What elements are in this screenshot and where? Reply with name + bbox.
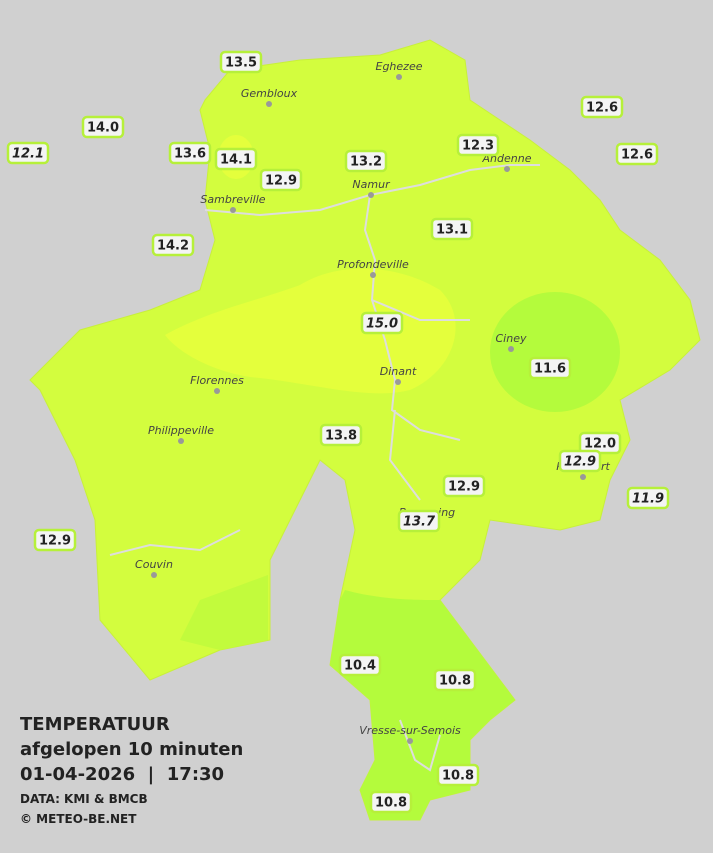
city-dot	[370, 272, 376, 278]
city-label: Philippeville	[148, 424, 214, 437]
city-dot	[395, 379, 401, 385]
station-box	[369, 790, 413, 814]
city-dot	[151, 572, 157, 578]
station-box	[6, 141, 50, 165]
legend-copyright: © METEO-BE.NET	[20, 812, 137, 826]
city-label: Ciney	[496, 332, 527, 345]
city-dot	[230, 207, 236, 213]
station-box	[33, 528, 77, 552]
station-box	[360, 311, 404, 335]
station-layer: 13.5 14.0 12.1 13.6 14.1 12.9 13.2 12.3 12.6 12.6…	[6, 50, 670, 814]
station-box	[528, 356, 572, 380]
station-box	[259, 168, 303, 192]
station-box	[433, 668, 477, 692]
station-value: 15.0	[366, 317, 398, 332]
station-box	[456, 133, 500, 157]
station-value: 10.8	[442, 769, 474, 784]
station-value: 13.5	[225, 56, 257, 71]
station-value: 12.9	[39, 534, 71, 549]
city-dot	[580, 474, 586, 480]
city-dot	[266, 101, 272, 107]
station-box	[219, 50, 263, 74]
station-value: 12.6	[586, 101, 618, 116]
city-label: Vresse-sur-Semois	[359, 724, 461, 737]
station-box	[344, 149, 388, 173]
cool-zone	[330, 590, 515, 820]
city-dot	[178, 438, 184, 444]
station-value: 12.0	[584, 437, 616, 452]
station-value: 13.7	[403, 515, 436, 530]
station-box	[397, 509, 441, 533]
warm-zone	[165, 268, 456, 394]
station-box	[430, 217, 474, 241]
station-box	[81, 115, 125, 139]
legend: TEMPERATUUR afgelopen 10 minuten 01-04-2…	[20, 714, 243, 826]
station-value: 11.6	[534, 362, 566, 377]
station-value: 13.1	[436, 223, 468, 238]
station-value: 12.9	[265, 174, 297, 189]
station-value: 14.1	[220, 153, 252, 168]
city-label: Profondeville	[337, 258, 409, 271]
station-box	[214, 147, 258, 171]
city-dot	[368, 192, 374, 198]
legend-title: TEMPERATUUR	[20, 714, 170, 735]
city-dot	[407, 738, 413, 744]
station-box	[168, 141, 212, 165]
station-box	[319, 423, 363, 447]
city-label: Sambreville	[200, 193, 265, 206]
station-value: 12.9	[448, 480, 480, 495]
station-value: 14.2	[157, 239, 189, 254]
station-value: 10.8	[439, 674, 471, 689]
city-label: Dinant	[380, 365, 417, 378]
station-value: 10.8	[375, 796, 407, 811]
cool-zone	[180, 575, 268, 650]
station-value: 12.9	[564, 455, 596, 470]
river	[109, 164, 540, 772]
station-box	[338, 653, 382, 677]
station-value: 12.3	[462, 139, 494, 154]
station-box	[436, 763, 480, 787]
station-value: 12.1	[12, 147, 44, 162]
station-value: 13.6	[174, 147, 206, 162]
city-label: Namur	[352, 178, 391, 191]
station-box	[615, 142, 659, 166]
legend-subtitle: afgelopen 10 minuten	[20, 739, 243, 760]
legend-datetime: 01-04-2026 | 17:30	[20, 764, 224, 785]
station-value: 13.2	[350, 155, 382, 170]
city-dot	[214, 388, 220, 394]
station-box	[151, 233, 195, 257]
legend-source: DATA: KMI & BMCB	[20, 792, 148, 806]
station-value: 10.4	[344, 659, 376, 674]
station-box	[626, 486, 670, 510]
station-box	[442, 474, 486, 498]
cool-zone	[490, 292, 620, 412]
station-box	[558, 449, 602, 473]
city-label: Eghezee	[376, 60, 423, 73]
city-dot	[396, 74, 402, 80]
city-dot	[504, 166, 510, 172]
city-label: Couvin	[135, 558, 173, 571]
city-label: Gembloux	[241, 87, 298, 100]
station-value: 11.9	[632, 492, 664, 507]
city-label: Florennes	[190, 374, 244, 387]
city-dot	[508, 346, 514, 352]
station-value: 12.6	[621, 148, 653, 163]
station-value: 13.8	[325, 429, 357, 444]
station-box	[580, 95, 624, 119]
station-value: 14.0	[87, 121, 119, 136]
